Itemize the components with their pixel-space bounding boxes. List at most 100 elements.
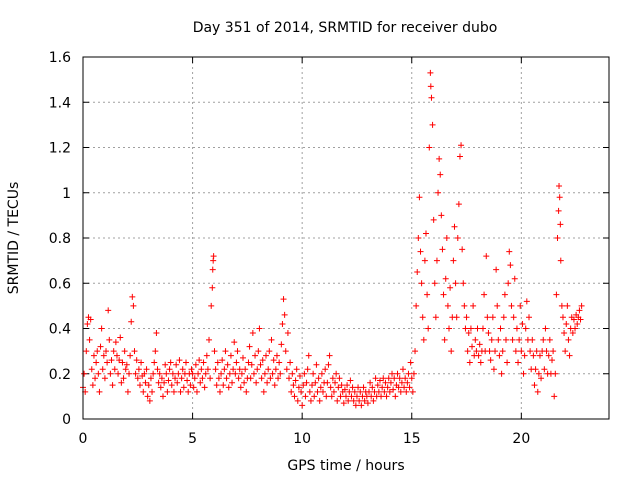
data-point — [347, 377, 354, 384]
data-point — [231, 339, 238, 346]
data-point — [220, 382, 227, 389]
data-point — [185, 388, 192, 395]
data-point — [414, 268, 421, 275]
data-point — [448, 348, 455, 355]
data-point — [132, 370, 139, 377]
data-point — [452, 280, 459, 287]
data-point — [578, 302, 585, 309]
data-point — [516, 336, 523, 343]
data-point — [542, 325, 549, 332]
data-point — [167, 359, 174, 366]
data-point — [454, 235, 461, 241]
data-point — [193, 388, 200, 395]
data-point — [433, 257, 440, 264]
data-point — [509, 336, 516, 343]
data-point — [390, 386, 397, 393]
data-point — [451, 223, 458, 230]
data-point — [501, 291, 508, 298]
data-point — [409, 388, 416, 395]
data-point — [209, 266, 216, 273]
data-point — [343, 393, 349, 400]
data-point — [431, 280, 438, 287]
data-point — [284, 330, 291, 337]
data-point — [418, 280, 425, 287]
data-point — [309, 382, 316, 389]
data-point — [218, 370, 225, 377]
data-point — [527, 348, 534, 355]
data-point — [379, 384, 386, 391]
data-point — [107, 370, 114, 377]
data-point — [177, 388, 184, 395]
data-point — [225, 384, 232, 391]
data-point — [135, 366, 142, 373]
x-axis-label: GPS time / hours — [287, 458, 404, 474]
data-point — [395, 384, 402, 391]
data-point — [234, 348, 241, 355]
data-point — [526, 314, 533, 321]
data-point — [422, 230, 429, 237]
data-point — [332, 379, 339, 386]
data-point — [463, 314, 470, 321]
data-point — [311, 393, 318, 400]
data-point — [192, 361, 199, 368]
data-point — [440, 291, 447, 298]
data-point — [562, 348, 569, 355]
data-point — [442, 275, 449, 282]
data-point — [214, 359, 221, 366]
data-point — [173, 361, 180, 368]
data-point — [498, 370, 505, 377]
data-point — [138, 359, 145, 366]
data-point — [349, 384, 356, 391]
data-point — [341, 386, 348, 393]
data-point — [245, 359, 252, 366]
data-point — [314, 388, 321, 395]
data-point — [459, 246, 466, 253]
data-point — [326, 352, 333, 359]
data-point — [506, 248, 513, 255]
data-point — [574, 320, 581, 327]
data-point — [142, 379, 149, 386]
data-point — [196, 357, 203, 364]
data-point — [557, 257, 564, 264]
data-point — [511, 275, 518, 282]
data-point — [360, 384, 367, 391]
data-point — [116, 357, 123, 364]
data-point — [270, 357, 277, 364]
y-tick-label: 0.6 — [49, 276, 71, 292]
data-point — [277, 370, 284, 377]
data-point — [299, 402, 306, 409]
data-point — [456, 153, 463, 160]
data-point — [370, 397, 377, 404]
grid — [83, 57, 609, 419]
data-point — [221, 366, 228, 373]
data-point — [410, 370, 417, 377]
data-point — [96, 388, 103, 395]
data-point — [534, 388, 541, 395]
data-point — [175, 370, 182, 377]
data-point — [557, 221, 564, 228]
data-point — [405, 370, 412, 377]
data-point — [168, 382, 175, 389]
data-point — [475, 352, 482, 359]
data-point — [272, 366, 279, 373]
data-point — [328, 393, 335, 400]
data-point — [256, 325, 263, 332]
data-point — [381, 388, 388, 395]
data-point — [322, 366, 329, 373]
data-point — [230, 366, 237, 373]
data-point — [259, 357, 266, 364]
data-point — [570, 316, 577, 323]
data-point — [496, 352, 503, 359]
data-point — [427, 83, 434, 90]
data-point — [376, 377, 383, 384]
data-point — [350, 397, 357, 404]
data-point — [403, 388, 410, 395]
data-point — [561, 330, 568, 337]
data-point — [204, 366, 211, 373]
y-tick-label: 0.8 — [49, 231, 71, 247]
data-point — [172, 375, 179, 382]
data-point — [127, 352, 134, 359]
data-point — [556, 194, 563, 201]
data-point — [303, 379, 310, 386]
data-point — [481, 291, 488, 298]
